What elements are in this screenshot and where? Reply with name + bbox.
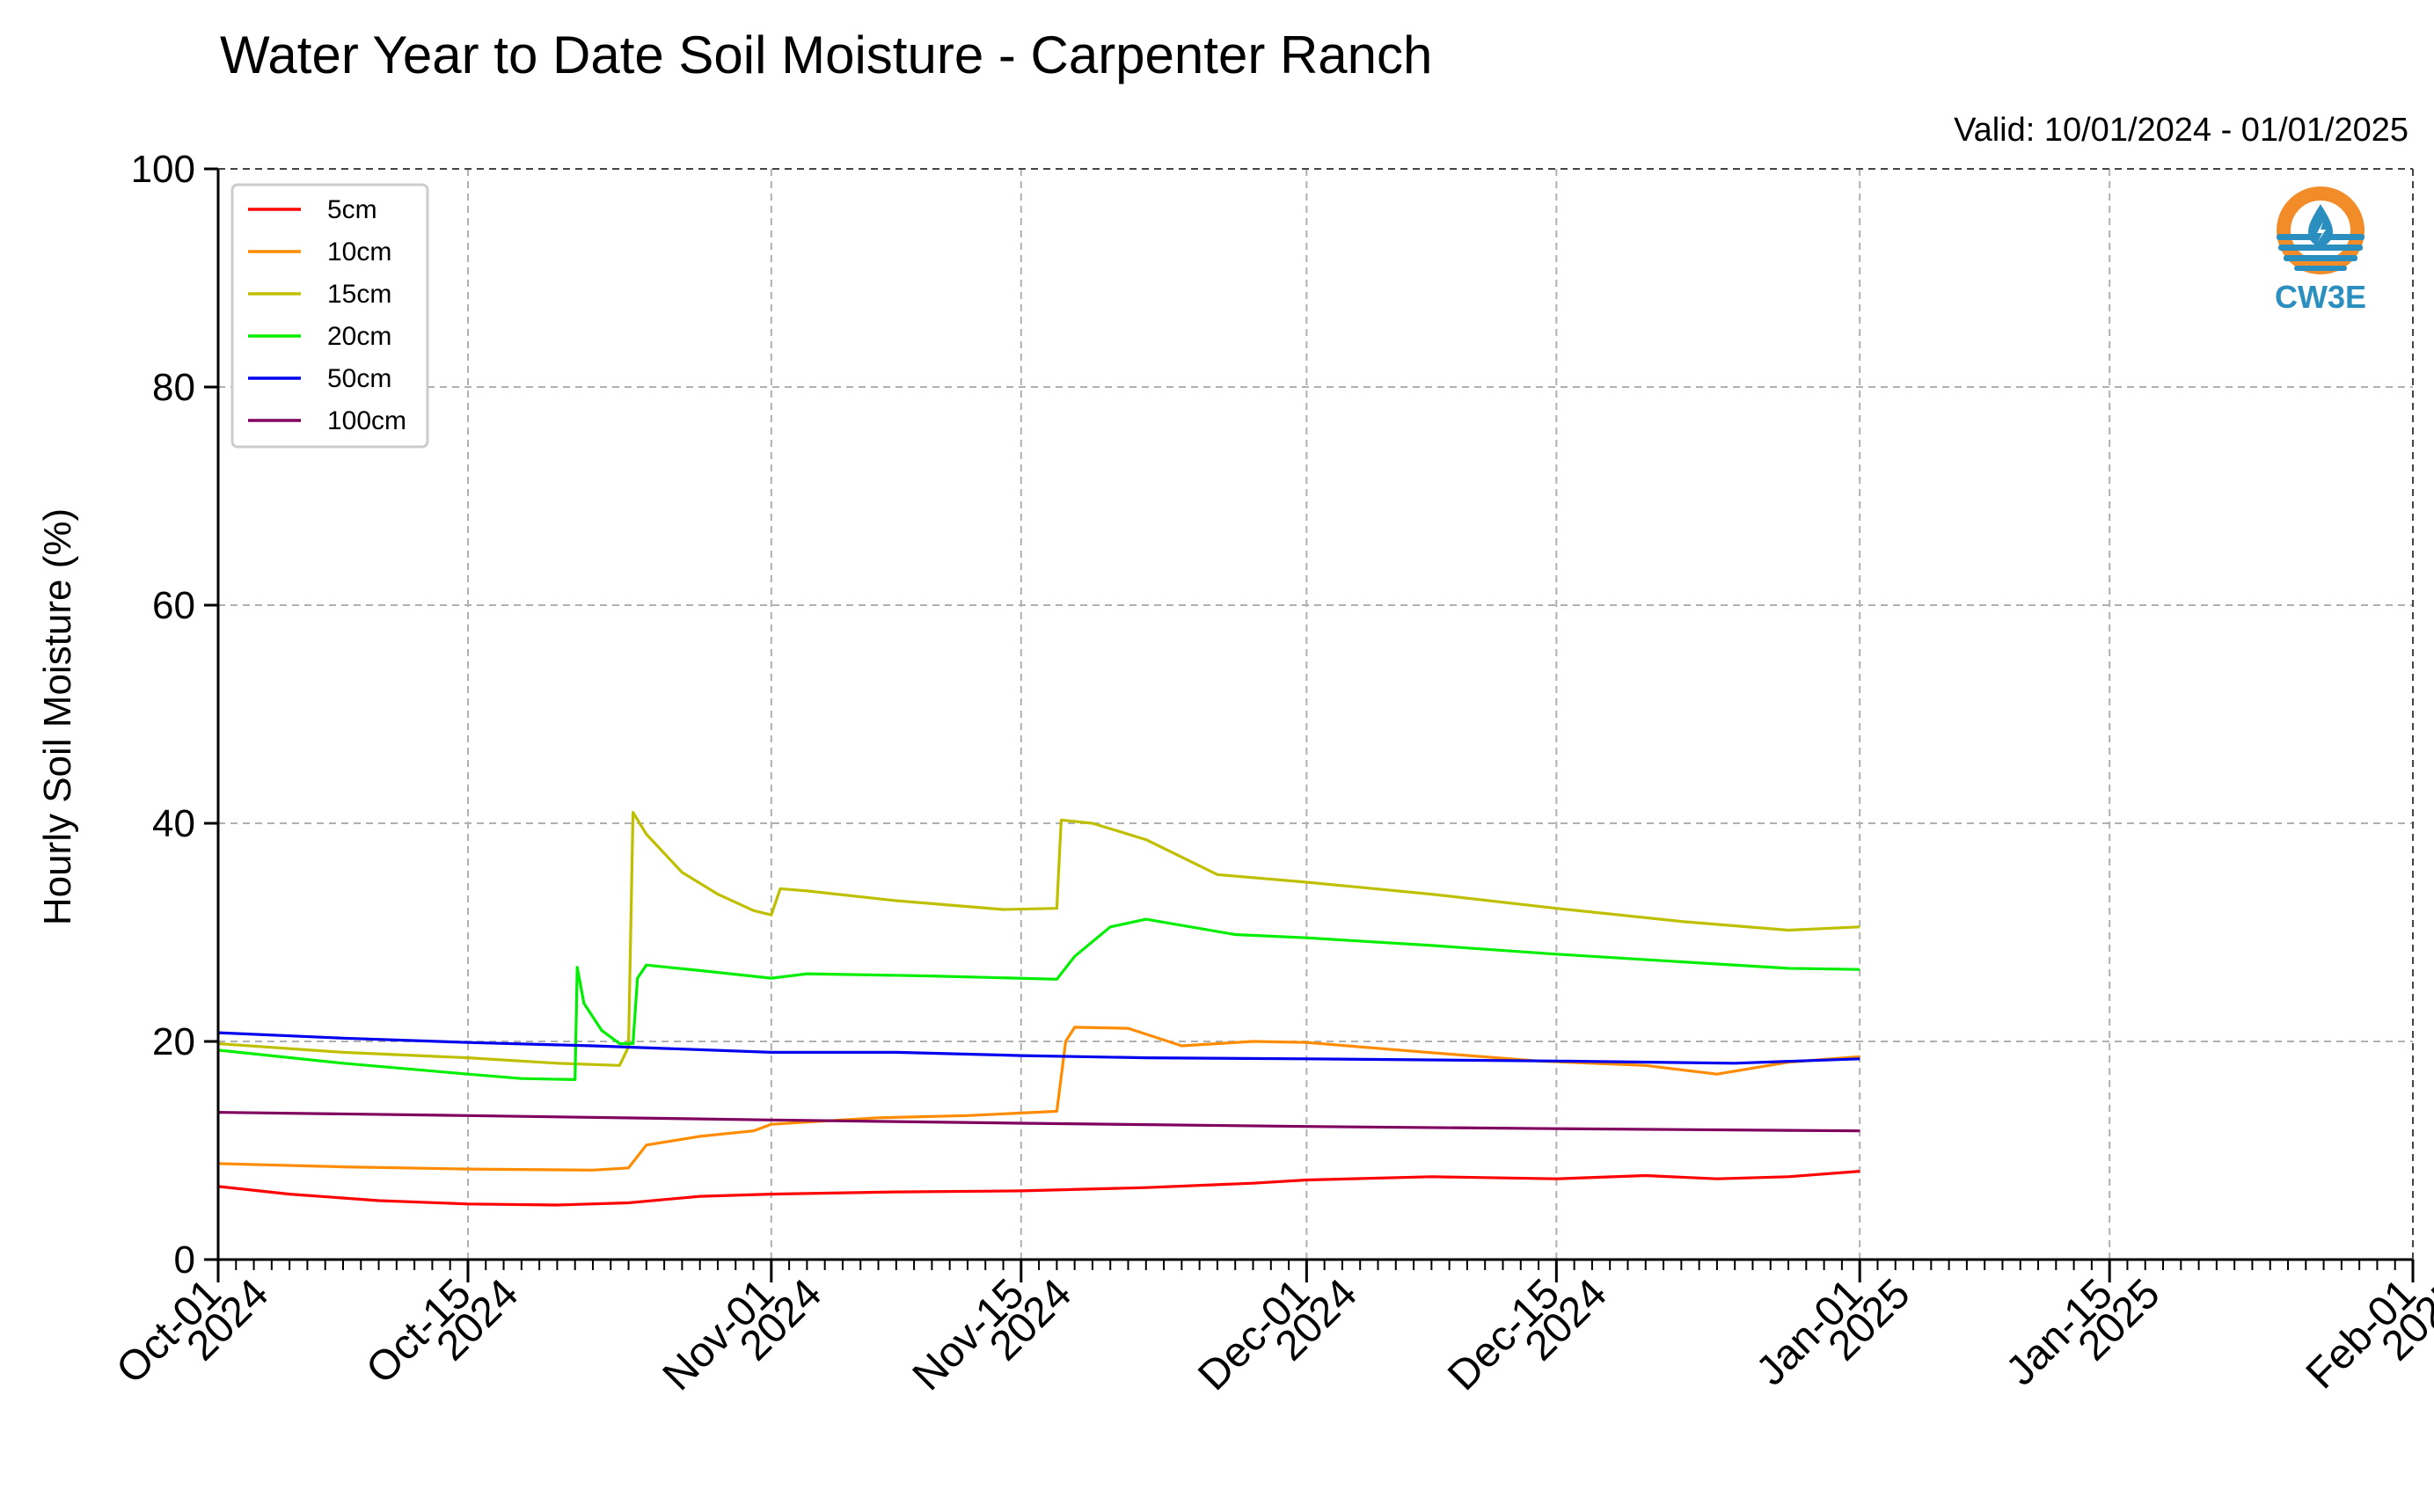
series-line-20cm (217, 917, 1860, 1081)
logo-text: CW3E (2275, 279, 2366, 315)
y-tick-label: 40 (152, 802, 195, 845)
legend-label-100cm: 100cm (327, 406, 406, 435)
chart-subtitle: Valid: 10/01/2024 - 01/01/2025 (1954, 112, 2408, 149)
legend-label-20cm: 20cm (327, 322, 391, 351)
y-tick-label: 20 (152, 1020, 195, 1063)
y-tick-label: 80 (152, 366, 195, 409)
series-line-15cm (217, 811, 1860, 1067)
series-line-100cm (217, 1111, 1860, 1133)
y-axis-label: Hourly Soil Moisture (%) (36, 508, 79, 925)
water-drop-icon (2308, 204, 2333, 246)
legend-label-10cm: 10cm (327, 237, 391, 267)
series-line-5cm (217, 1170, 1860, 1207)
y-tick-labels: 0 20 40 60 80 100 (131, 148, 195, 1282)
lightning-icon (2317, 222, 2326, 242)
y-tick-label: 60 (152, 584, 195, 627)
y-tick-label: 0 (174, 1238, 195, 1282)
series-lines (217, 811, 1860, 1207)
axes (204, 167, 2415, 1282)
series-line-50cm (217, 1031, 1860, 1065)
legend-label-50cm: 50cm (327, 364, 391, 393)
cw3e-logo: CW3E (2275, 186, 2366, 315)
y-tick-label: 100 (131, 148, 195, 191)
legend-label-15cm: 15cm (327, 280, 391, 309)
legend: 5cm 10cm 15cm 20cm 50cm 100cm (230, 183, 429, 449)
chart-title: Water Year to Date Soil Moisture - Carpe… (220, 26, 1432, 84)
legend-label-5cm: 5cm (327, 195, 377, 224)
